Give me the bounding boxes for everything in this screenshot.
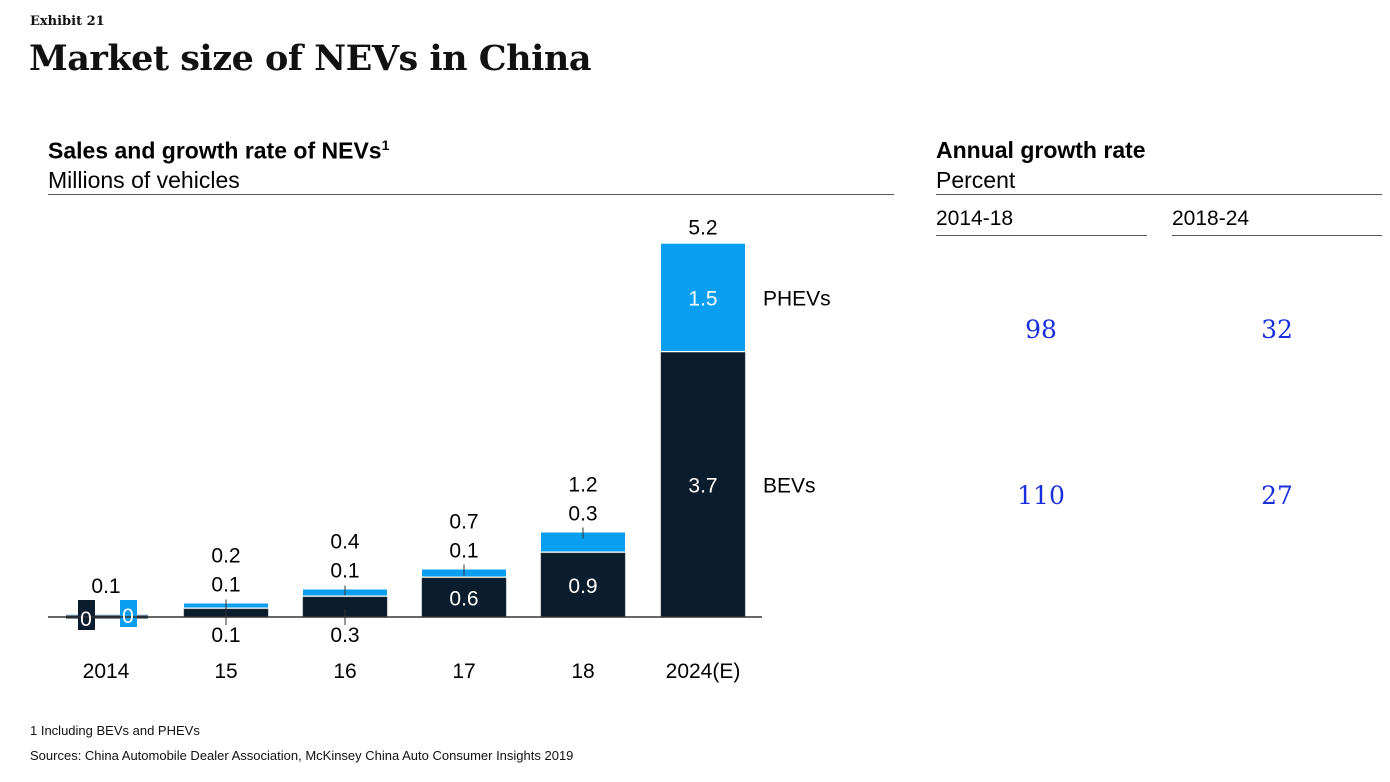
bev-value-label: 3.7 <box>688 475 717 498</box>
total-label: 0.1 <box>91 575 120 598</box>
sources-note: Sources: China Automobile Dealer Associa… <box>30 748 574 763</box>
footnote-1: 1 Including BEVs and PHEVs <box>30 723 200 738</box>
growth-column-header-1: 2014-18 <box>936 207 1014 230</box>
phev-value-label: 0.1 <box>330 560 359 583</box>
bar-bev-18 <box>540 552 626 618</box>
phev-value-label: 0 <box>122 605 134 628</box>
chart-title-text: Sales and growth rate of NEVs <box>48 137 382 164</box>
x-tick-label: 18 <box>571 660 594 683</box>
stacked-bar-chart: 0 00.120140.10.10.2150.30.10.4160.60.10.7… <box>48 217 831 683</box>
bev-value-label: 0 <box>80 608 92 631</box>
footnote-marker: 1 <box>381 137 390 153</box>
x-tick-label: 15 <box>214 660 237 683</box>
page-title: Market size of NEVs in China <box>29 38 592 79</box>
growth-column-header-2: 2018-24 <box>1172 207 1250 230</box>
legend-bevs: BEVs <box>763 475 816 498</box>
growth-column-rule-1 <box>936 235 1147 236</box>
total-label: 0.7 <box>449 511 478 534</box>
bev-value-label: 0.6 <box>449 588 478 611</box>
growth-subtitle: Percent <box>936 167 1016 193</box>
chart-subtitle: Millions of vehicles <box>48 167 240 193</box>
growth-phev-2018-24: 32 <box>1261 315 1293 344</box>
growth-column-rule-2 <box>1172 235 1382 236</box>
growth-bev-2018-24: 27 <box>1261 481 1293 510</box>
growth-bev-2014-18: 110 <box>1017 481 1065 510</box>
phev-value-label: 0.1 <box>211 574 240 597</box>
x-tick-label: 2024(E) <box>666 660 741 683</box>
growth-phev-2014-18: 98 <box>1025 315 1057 344</box>
x-tick-label: 2014 <box>83 660 130 683</box>
phev-zero-marker <box>120 600 137 627</box>
bar-phev-18 <box>541 532 625 552</box>
legend-phevs: PHEVs <box>763 287 831 310</box>
phev-value-label: 0.1 <box>449 540 478 563</box>
bev-value-label: 0.9 <box>568 575 597 598</box>
bev-value-label: 0.1 <box>211 624 240 647</box>
chart-title: Sales and growth rate of NEVs1 <box>48 137 389 165</box>
bar-bev-2024(E) <box>660 352 746 618</box>
chart-header-rule <box>48 194 894 195</box>
bev-zero-marker <box>78 600 95 630</box>
total-label: 0.2 <box>211 545 240 568</box>
exhibit-label: Exhibit 21 <box>30 14 105 29</box>
bev-value-label: 0.3 <box>330 624 359 647</box>
growth-title: Annual growth rate <box>936 137 1146 163</box>
x-tick-label: 17 <box>452 660 475 683</box>
total-label: 0.4 <box>330 531 360 554</box>
total-label: 5.2 <box>688 217 717 240</box>
phev-value-label: 0.3 <box>568 503 597 526</box>
total-label: 1.2 <box>568 474 597 497</box>
x-tick-label: 16 <box>333 660 356 683</box>
growth-header-rule <box>936 194 1382 195</box>
bar-phev-2024(E) <box>661 243 745 351</box>
phev-value-label: 1.5 <box>688 287 717 310</box>
